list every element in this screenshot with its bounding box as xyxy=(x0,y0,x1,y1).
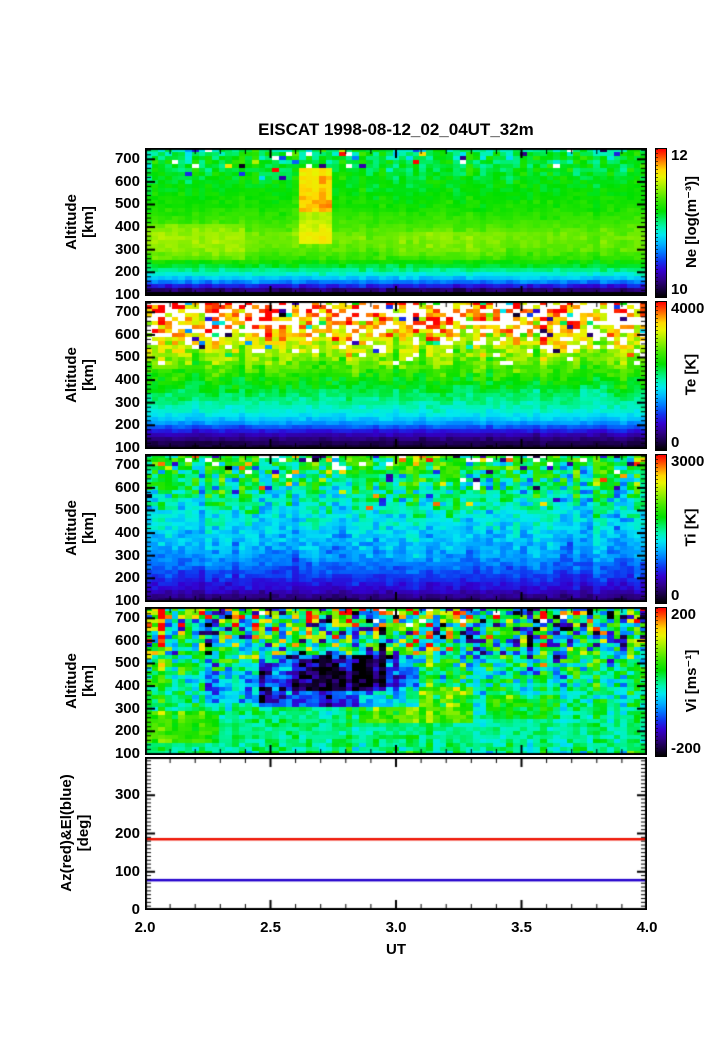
x-tick-label: 2.0 xyxy=(134,919,156,936)
vi-colorbar xyxy=(655,607,667,757)
y-tick-label: 100 xyxy=(114,285,140,303)
y-tick-label: 0 xyxy=(131,901,140,918)
y-tick-label: 100 xyxy=(114,438,140,456)
y-axis-title-line1: Altitude xyxy=(63,347,80,403)
y-tick-label: 500 xyxy=(114,195,140,213)
y-tick-label: 400 xyxy=(114,677,140,695)
y-tick-label: 300 xyxy=(114,240,140,258)
y-axis-title-line2: [km] xyxy=(80,665,97,697)
y-axis-title-line1: Altitude xyxy=(63,194,80,250)
y-tick-label: 600 xyxy=(114,478,140,496)
y-tick-label: 200 xyxy=(114,722,140,740)
y-tick-label: 200 xyxy=(114,263,140,281)
te-colorbar-max-label: 4000 xyxy=(671,300,705,317)
y-tick-label: 700 xyxy=(114,150,140,168)
te-colorbar xyxy=(655,301,667,451)
y-tick-label: 700 xyxy=(114,456,140,474)
ti-heatmap-canvas xyxy=(145,454,647,602)
y-tick-label: 200 xyxy=(114,416,140,434)
y-tick-label: 600 xyxy=(114,325,140,343)
ti-colorbar-max-label: 3000 xyxy=(671,453,705,470)
y-tick-label: 300 xyxy=(114,699,140,717)
azel-plot-canvas xyxy=(145,757,647,910)
y-tick-label: 300 xyxy=(114,786,140,804)
x-tick-label: 2.5 xyxy=(260,919,281,936)
x-axis-tick-labels: 2.0 2.5 3.0 3.5 4.0 xyxy=(135,919,658,937)
y-axis-title-line2: [km] xyxy=(80,206,97,238)
ne-colorbar-min-label: 10 xyxy=(671,281,688,298)
azel-y-axis-title: Az(red)&El(blue) [deg] xyxy=(58,723,92,943)
panel-te: Altitude [km] 4000 0 Te [K] 100 200 300 400 5… xyxy=(63,300,704,456)
y-tick-label: 700 xyxy=(114,609,140,627)
y-tick-label: 300 xyxy=(114,393,140,411)
panel-ne: Altitude [km] 12 10 Ne [log(m⁻³)] 100 200 3… xyxy=(63,147,700,303)
ne-colorbar-max-label: 12 xyxy=(671,147,688,164)
panel-azel: Az(red)&El(blue) [deg] 0 100 200 300 xyxy=(58,757,647,918)
y-tick-label: 200 xyxy=(114,569,140,587)
y-tick-label: 100 xyxy=(114,591,140,609)
x-tick-label: 3.0 xyxy=(385,919,407,936)
y-tick-label: 500 xyxy=(114,654,140,672)
y-tick-label: 400 xyxy=(114,524,140,542)
y-axis-title-line2: [km] xyxy=(80,512,97,544)
te-colorbar-min-label: 0 xyxy=(671,434,680,451)
vi-colorbar-min-label: -200 xyxy=(671,740,702,757)
y-tick-label: 100 xyxy=(114,744,140,762)
ti-colorbar xyxy=(655,454,667,604)
y-tick-label: 600 xyxy=(114,172,140,190)
figure-title: EISCAT 1998-08-12_02_04UT_32m xyxy=(258,120,534,139)
y-axis-title-line2: [deg] xyxy=(75,814,92,852)
ne-colorbar xyxy=(655,148,667,298)
y-tick-label: 400 xyxy=(114,371,140,389)
y-tick-label: 200 xyxy=(114,824,140,842)
y-tick-label: 600 xyxy=(114,631,140,649)
y-tick-label: 500 xyxy=(114,348,140,366)
panel-ti: Altitude [km] 3000 0 Ti [K] 100 200 300 400 5… xyxy=(63,453,704,609)
y-axis-title-line1: Az(red)&El(blue) xyxy=(58,774,75,892)
te-heatmap-canvas xyxy=(145,301,647,449)
vi-colorbar-title: Vi [ms⁻¹] xyxy=(683,649,700,713)
y-tick-label: 700 xyxy=(114,303,140,321)
y-axis-title-line1: Altitude xyxy=(63,653,80,709)
x-tick-label: 3.5 xyxy=(511,919,532,936)
y-tick-label: 100 xyxy=(114,862,140,880)
panel-vi: Altitude [km] 200 -200 Vi [ms⁻¹] 100 200 30… xyxy=(63,606,701,762)
ne-heatmap-canvas xyxy=(145,148,647,296)
vi-colorbar-max-label: 200 xyxy=(671,606,697,623)
y-tick-label: 500 xyxy=(114,501,140,519)
y-tick-label: 400 xyxy=(114,218,140,236)
vi-heatmap-canvas xyxy=(145,607,647,755)
x-tick-label: 4.0 xyxy=(636,919,658,936)
y-axis-title-line1: Altitude xyxy=(63,500,80,556)
y-axis-title-line2: [km] xyxy=(80,359,97,391)
y-tick-label: 300 xyxy=(114,546,140,564)
ti-colorbar-min-label: 0 xyxy=(671,587,680,604)
x-axis-title: UT xyxy=(386,941,406,958)
